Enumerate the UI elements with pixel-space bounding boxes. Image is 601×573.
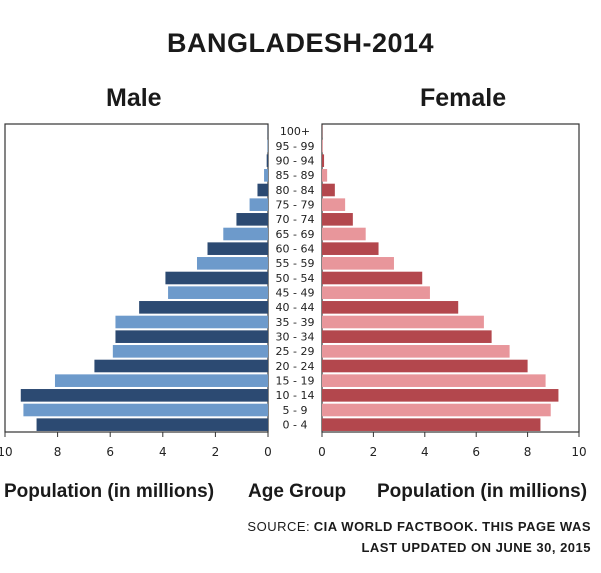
male-bar xyxy=(257,183,268,197)
male-bar xyxy=(207,242,268,255)
male-bar xyxy=(94,359,268,373)
male-bar xyxy=(236,213,268,226)
female-bar xyxy=(322,257,394,270)
x-tick-label-female: 10 xyxy=(571,445,586,459)
age-group-tick-label: 10 - 14 xyxy=(276,389,315,402)
female-bar xyxy=(322,315,484,329)
source-note: SOURCE: CIA WORLD FACTBOOK. THIS PAGE WA… xyxy=(247,516,591,558)
age-group-tick-label: 40 - 44 xyxy=(276,301,315,314)
age-group-tick-label: 30 - 34 xyxy=(276,330,315,343)
male-bar xyxy=(20,389,269,402)
age-group-label: Age Group xyxy=(248,481,347,502)
male-bar xyxy=(264,169,268,182)
x-axis-label-female: Population (in millions) xyxy=(377,481,588,502)
female-bar xyxy=(322,213,353,226)
x-tick-label-female: 0 xyxy=(318,445,326,459)
x-tick-label-female: 2 xyxy=(370,445,378,459)
female-bar xyxy=(322,139,323,153)
female-bar xyxy=(322,403,551,417)
x-tick-label-female: 6 xyxy=(472,445,480,459)
female-bar xyxy=(322,359,528,373)
age-group-tick-label: 5 - 9 xyxy=(283,404,308,417)
chart-title: BANGLADESH-2014 xyxy=(166,28,435,58)
x-tick-label-male: 0 xyxy=(264,445,272,459)
male-bar xyxy=(36,418,269,431)
female-bar xyxy=(322,301,459,314)
male-bar xyxy=(165,271,268,285)
age-group-tick-label: 15 - 19 xyxy=(276,374,315,387)
x-axis-label-male: Population (in millions) xyxy=(4,481,215,502)
age-group-tick-label: 95 - 99 xyxy=(276,140,315,153)
female-bar xyxy=(322,286,430,299)
female-bar xyxy=(322,242,379,255)
male-bar xyxy=(112,345,268,358)
female-bar xyxy=(322,418,541,431)
x-tick-label-male: 6 xyxy=(106,445,114,459)
male-bar xyxy=(196,257,268,270)
x-tick-label-male: 8 xyxy=(54,445,62,459)
age-group-tick-label: 35 - 39 xyxy=(276,316,315,329)
female-bar xyxy=(322,374,546,387)
age-group-tick-label: 45 - 49 xyxy=(276,286,315,299)
male-bar xyxy=(266,154,268,167)
x-tick-label-male: 10 xyxy=(0,445,13,459)
age-group-tick-label: 60 - 64 xyxy=(276,242,315,255)
source-line-2: LAST UPDATED ON JUNE 30, 2015 xyxy=(361,540,591,555)
age-group-tick-label: 80 - 84 xyxy=(276,184,315,197)
male-label: Male xyxy=(106,84,162,112)
age-group-tick-label: 70 - 74 xyxy=(276,213,315,226)
female-bar xyxy=(322,389,559,402)
x-tick-label-male: 2 xyxy=(212,445,220,459)
x-tick-label-female: 8 xyxy=(524,445,532,459)
male-bar xyxy=(115,315,269,329)
age-group-tick-label: 55 - 59 xyxy=(276,257,315,270)
source-text-1: CIA WORLD FACTBOOK. THIS PAGE WAS xyxy=(313,519,591,534)
female-bar xyxy=(322,271,423,285)
source-prefix: SOURCE: xyxy=(247,519,311,534)
male-bar xyxy=(267,139,268,153)
female-bar xyxy=(322,330,492,343)
x-tick-label-male: 4 xyxy=(159,445,167,459)
female-bar xyxy=(322,154,325,167)
female-bar xyxy=(322,345,510,358)
age-group-tick-label: 25 - 29 xyxy=(276,345,315,358)
age-group-tick-label: 75 - 79 xyxy=(276,198,315,211)
age-group-tick-label: 90 - 94 xyxy=(276,154,315,167)
age-group-tick-label: 0 - 4 xyxy=(283,418,308,431)
male-bar xyxy=(223,227,268,241)
male-bar xyxy=(54,374,268,387)
age-group-tick-label: 50 - 54 xyxy=(276,272,315,285)
male-bar xyxy=(139,301,268,314)
female-bar xyxy=(322,169,328,182)
female-label: Female xyxy=(420,84,507,112)
age-group-tick-label: 100+ xyxy=(280,125,310,138)
x-tick-label-female: 4 xyxy=(421,445,429,459)
female-bar xyxy=(322,183,335,197)
age-group-tick-label: 85 - 89 xyxy=(276,169,315,182)
male-bar xyxy=(168,286,268,299)
female-bar xyxy=(322,198,346,211)
male-bar xyxy=(249,198,268,211)
male-bar xyxy=(115,330,269,343)
age-group-tick-label: 20 - 24 xyxy=(276,360,315,373)
female-bar xyxy=(322,227,366,241)
age-group-tick-label: 65 - 69 xyxy=(276,228,315,241)
source-line-1: SOURCE: CIA WORLD FACTBOOK. THIS PAGE WA… xyxy=(247,516,591,537)
male-bar xyxy=(23,403,268,417)
